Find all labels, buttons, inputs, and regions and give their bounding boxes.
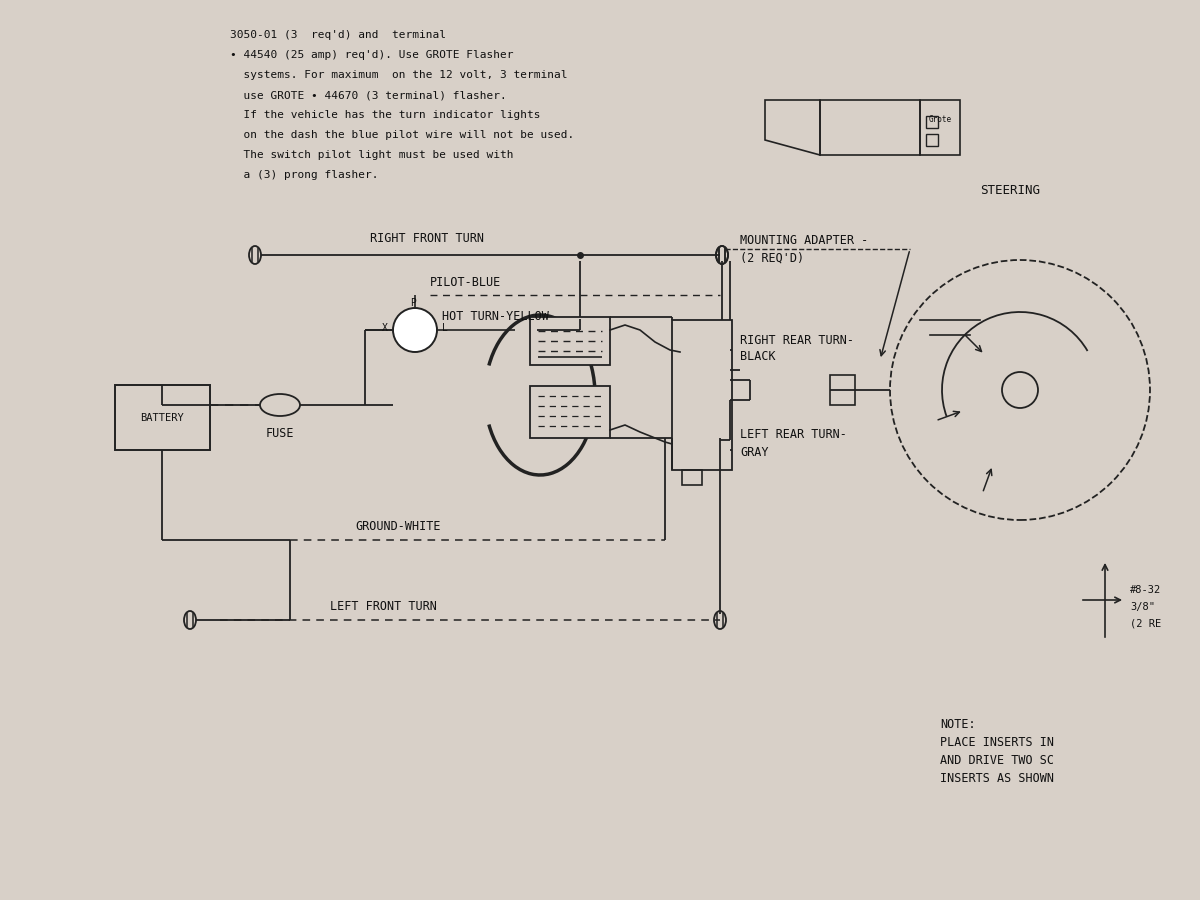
Text: L: L bbox=[442, 323, 448, 333]
Text: BLACK: BLACK bbox=[740, 350, 775, 364]
Text: LEFT REAR TURN-: LEFT REAR TURN- bbox=[740, 428, 847, 442]
Bar bbox=[115, 385, 210, 450]
Text: RIGHT FRONT TURN: RIGHT FRONT TURN bbox=[370, 232, 484, 246]
Text: BATTERY: BATTERY bbox=[140, 413, 184, 423]
Bar bbox=[920, 100, 960, 155]
Text: Grote: Grote bbox=[929, 115, 952, 124]
Text: The switch pilot light must be used with: The switch pilot light must be used with bbox=[230, 150, 514, 160]
Text: STEERING: STEERING bbox=[980, 184, 1040, 196]
Text: X: X bbox=[382, 323, 388, 333]
Bar bbox=[682, 470, 702, 485]
Text: a (3) prong flasher.: a (3) prong flasher. bbox=[230, 170, 378, 180]
Text: #8-32: #8-32 bbox=[1130, 585, 1162, 595]
Text: P: P bbox=[410, 298, 416, 308]
Text: FUSE: FUSE bbox=[265, 427, 294, 440]
Text: RIGHT REAR TURN-: RIGHT REAR TURN- bbox=[740, 334, 854, 346]
Text: NOTE:: NOTE: bbox=[940, 718, 976, 732]
Circle shape bbox=[394, 308, 437, 352]
Text: on the dash the blue pilot wire will not be used.: on the dash the blue pilot wire will not… bbox=[230, 130, 575, 140]
Text: PILOT-BLUE: PILOT-BLUE bbox=[430, 275, 502, 289]
Bar bbox=[820, 100, 920, 155]
Text: MOUNTING ADAPTER -: MOUNTING ADAPTER - bbox=[740, 233, 869, 247]
Text: (2 RE: (2 RE bbox=[1130, 619, 1162, 629]
Text: If the vehicle has the turn indicator lights: If the vehicle has the turn indicator li… bbox=[230, 110, 540, 120]
Text: systems. For maximum  on the 12 volt, 3 terminal: systems. For maximum on the 12 volt, 3 t… bbox=[230, 70, 568, 80]
Text: LEFT FRONT TURN: LEFT FRONT TURN bbox=[330, 599, 437, 613]
Text: 3/8": 3/8" bbox=[1130, 602, 1154, 612]
Text: 3050-01 (3  req'd) and  terminal: 3050-01 (3 req'd) and terminal bbox=[230, 30, 446, 40]
Text: use GROTE • 44670 (3 terminal) flasher.: use GROTE • 44670 (3 terminal) flasher. bbox=[230, 90, 506, 100]
Bar bbox=[672, 320, 732, 470]
Text: HOT TURN-YELLOW: HOT TURN-YELLOW bbox=[442, 310, 548, 322]
Bar bbox=[926, 116, 938, 128]
Text: PLACE INSERTS IN: PLACE INSERTS IN bbox=[940, 736, 1054, 750]
Text: • 44540 (25 amp) req'd). Use GROTE Flasher: • 44540 (25 amp) req'd). Use GROTE Flash… bbox=[230, 50, 514, 60]
Bar bbox=[926, 134, 938, 146]
Bar bbox=[530, 317, 610, 365]
Text: (2 REQ'D): (2 REQ'D) bbox=[740, 251, 804, 265]
Text: AND DRIVE TWO SC: AND DRIVE TWO SC bbox=[940, 754, 1054, 768]
Text: GROUND-WHITE: GROUND-WHITE bbox=[355, 519, 440, 533]
Text: INSERTS AS SHOWN: INSERTS AS SHOWN bbox=[940, 772, 1054, 786]
Bar bbox=[530, 386, 610, 438]
Text: GRAY: GRAY bbox=[740, 446, 768, 458]
Bar bbox=[830, 375, 854, 405]
